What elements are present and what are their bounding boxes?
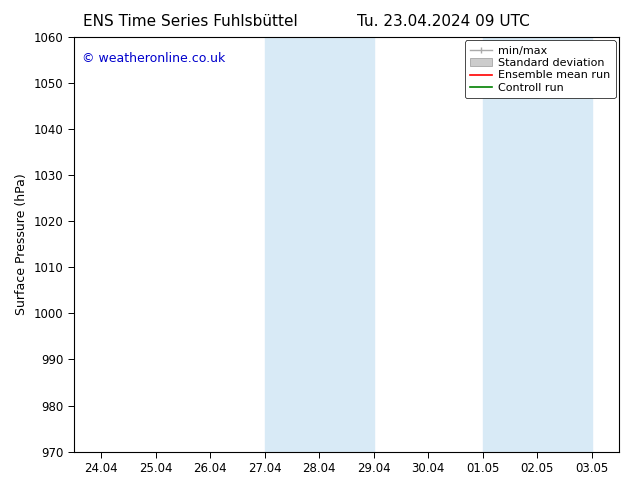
Text: ENS Time Series Fuhlsbüttel: ENS Time Series Fuhlsbüttel <box>83 14 297 29</box>
Text: Tu. 23.04.2024 09 UTC: Tu. 23.04.2024 09 UTC <box>358 14 530 29</box>
Legend: min/max, Standard deviation, Ensemble mean run, Controll run: min/max, Standard deviation, Ensemble me… <box>465 41 616 98</box>
Bar <box>482 37 592 452</box>
Text: © weatheronline.co.uk: © weatheronline.co.uk <box>82 51 225 65</box>
Y-axis label: Surface Pressure (hPa): Surface Pressure (hPa) <box>15 173 28 315</box>
Bar <box>264 37 373 452</box>
